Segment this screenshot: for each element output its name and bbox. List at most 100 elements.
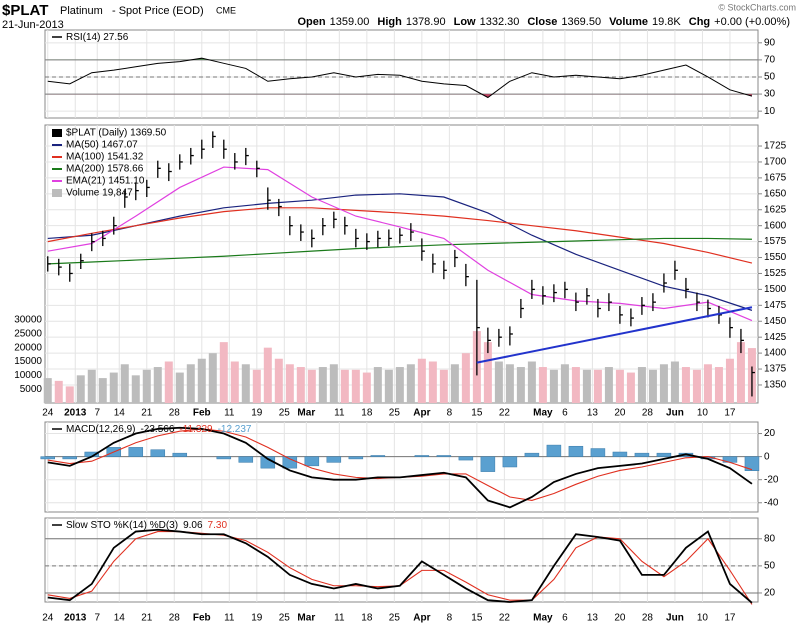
moving-average bbox=[47, 193, 753, 311]
x-tick-label: 25 bbox=[389, 408, 401, 419]
y-tick-label: 1550 bbox=[764, 252, 787, 263]
x-tick-label: 15 bbox=[471, 408, 483, 419]
histogram-bar bbox=[370, 455, 386, 457]
x-tick-label: 21 bbox=[141, 408, 153, 419]
legend-entry: MA(100) 1541.32 bbox=[66, 152, 144, 163]
histogram-bar bbox=[744, 456, 760, 471]
volume-bar bbox=[725, 358, 734, 403]
x-tick-label: Apr bbox=[413, 408, 430, 419]
volume-bar bbox=[450, 364, 459, 403]
histogram-bar bbox=[326, 456, 342, 463]
legend-entry: MA(200) 1578.66 bbox=[66, 164, 144, 175]
x-tick-label: Jun bbox=[666, 408, 684, 419]
volume-bar bbox=[637, 367, 646, 403]
volume-bar bbox=[736, 342, 745, 403]
volume-bar bbox=[142, 369, 151, 403]
volume-bar bbox=[65, 386, 74, 403]
quote-label: Close bbox=[527, 16, 557, 28]
x-tick-label: May bbox=[533, 408, 553, 419]
volume-bar bbox=[351, 369, 360, 403]
volume-bar bbox=[681, 367, 690, 403]
volume-bar bbox=[582, 369, 591, 403]
y-tick-label: 1500 bbox=[764, 284, 787, 295]
y-tick-label: 1425 bbox=[764, 332, 787, 343]
x-tick-label: May bbox=[533, 613, 553, 624]
volume-bar bbox=[87, 369, 96, 403]
x-tick-label: Apr bbox=[413, 613, 430, 624]
volume-bar bbox=[604, 367, 613, 403]
volume-bar bbox=[428, 361, 437, 403]
y-tick-label: 1450 bbox=[764, 316, 787, 327]
legend-entry: EMA(21) 1451.10 bbox=[66, 176, 145, 187]
quote-value: 1378.90 bbox=[406, 16, 446, 28]
x-tick-label: 22 bbox=[499, 408, 511, 419]
volume-bar bbox=[252, 369, 261, 403]
quote-value: 1332.30 bbox=[480, 16, 520, 28]
volume-bar bbox=[505, 364, 514, 403]
title-part: -12.237 bbox=[218, 424, 252, 435]
histogram-bar bbox=[590, 448, 606, 457]
volume-bar bbox=[362, 372, 371, 403]
title-part: 9.06 bbox=[183, 520, 203, 531]
x-tick-label: 11 bbox=[224, 408, 235, 419]
histogram-bar bbox=[436, 455, 452, 457]
histogram-bar bbox=[172, 452, 188, 457]
histogram-bar bbox=[480, 456, 496, 472]
histogram-bar bbox=[40, 456, 56, 460]
y-tick-label: 1575 bbox=[764, 236, 787, 247]
quote-date: 21-Jun-2013 bbox=[2, 19, 64, 31]
y-tick-label: 20 bbox=[764, 428, 776, 439]
panel-frame bbox=[44, 421, 759, 513]
histogram-bar bbox=[612, 451, 628, 457]
y-tick-label: 1725 bbox=[764, 141, 787, 152]
volume-bar bbox=[571, 367, 580, 403]
y-tick-label: 1525 bbox=[764, 268, 787, 279]
symbol: $PLAT bbox=[2, 2, 48, 19]
histogram-bar bbox=[568, 445, 584, 457]
panel-title: RSI(14) 27.56 bbox=[66, 32, 129, 43]
x-tick-label: Jun bbox=[666, 613, 684, 624]
quote-value: +0.00 (+0.00%) bbox=[714, 16, 790, 28]
x-tick-label: 19 bbox=[251, 613, 263, 624]
volume-bar bbox=[120, 364, 129, 403]
histogram-bar bbox=[634, 452, 650, 457]
x-tick-label: 24 bbox=[42, 613, 54, 624]
volume-bar bbox=[307, 369, 316, 403]
volume-bar bbox=[329, 364, 338, 403]
x-tick-label: 28 bbox=[169, 613, 181, 624]
histogram-bar bbox=[238, 456, 254, 463]
x-tick-label: 8 bbox=[447, 408, 453, 419]
volume-tick-label: 10000 bbox=[14, 370, 42, 381]
y-tick-label: 1700 bbox=[764, 157, 787, 168]
panel-frame bbox=[44, 29, 759, 119]
volume-bar bbox=[593, 369, 602, 403]
y-tick-label: 10 bbox=[764, 106, 776, 117]
y-tick-label: -20 bbox=[764, 474, 779, 485]
x-tick-label: 17 bbox=[724, 613, 736, 624]
quote-value: 19.8K bbox=[652, 16, 681, 28]
x-tick-label: 14 bbox=[114, 408, 126, 419]
volume-bar bbox=[164, 361, 173, 403]
instrument-name: Platinum bbox=[60, 5, 103, 17]
quote-label: Open bbox=[297, 16, 325, 28]
volume-bar bbox=[439, 369, 448, 403]
volume-bar bbox=[109, 372, 118, 403]
x-tick-label: 17 bbox=[724, 408, 736, 419]
x-tick-label: 28 bbox=[169, 408, 181, 419]
y-tick-label: 0 bbox=[764, 451, 770, 462]
volume-bar bbox=[384, 369, 393, 403]
x-tick-label: Mar bbox=[297, 408, 315, 419]
volume-bar bbox=[274, 358, 283, 403]
volume-bar bbox=[538, 367, 547, 403]
volume-bar bbox=[54, 380, 63, 403]
volume-bar bbox=[263, 347, 272, 403]
title-part: RSI(14) 27.56 bbox=[66, 32, 129, 43]
x-tick-label: Feb bbox=[193, 408, 211, 419]
volume-bar bbox=[131, 375, 140, 403]
volume-bar bbox=[494, 361, 503, 403]
x-tick-label: Feb bbox=[193, 613, 211, 624]
volume-bar bbox=[153, 367, 162, 403]
percent-k-line bbox=[47, 528, 753, 604]
x-tick-label: 15 bbox=[471, 613, 483, 624]
